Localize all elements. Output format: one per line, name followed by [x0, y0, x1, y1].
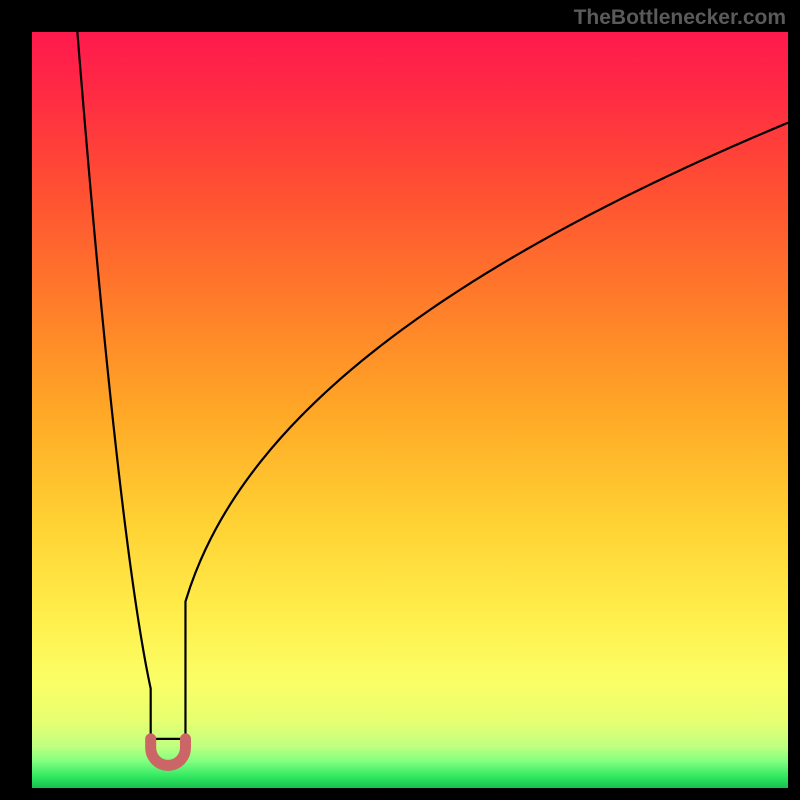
trough-marker: [151, 739, 186, 765]
watermark-text: TheBottlenecker.com: [574, 6, 786, 30]
bottleneck-curve: [77, 32, 788, 739]
curve-layer: [32, 32, 788, 788]
chart-root: TheBottlenecker.com: [0, 0, 800, 800]
plot-area: [32, 32, 788, 788]
